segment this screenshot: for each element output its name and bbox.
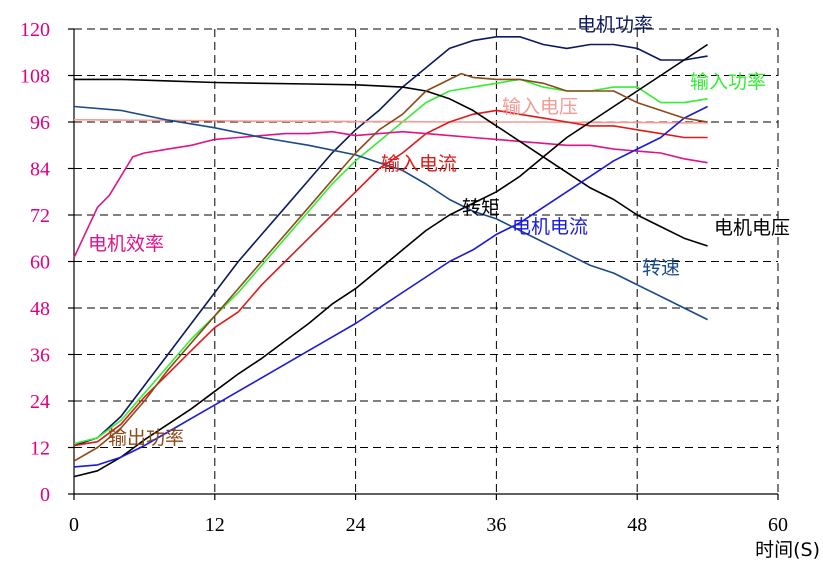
series-label: 转矩 <box>462 197 500 219</box>
series-line-9 <box>73 72 708 462</box>
series-label: 电机功率 <box>577 14 653 36</box>
x-tick-label: 36 <box>486 514 506 536</box>
y-tick-label: 36 <box>30 345 50 367</box>
series-label: 电机电流 <box>512 216 588 238</box>
series-label: 电机电压 <box>714 217 790 239</box>
y-tick-label: 72 <box>30 205 50 227</box>
series-line-8 <box>73 105 708 321</box>
x-tick-label: 12 <box>205 514 225 536</box>
series-label: 输入功率 <box>690 71 766 93</box>
series-label: 转速 <box>642 257 680 279</box>
series-line-4 <box>73 130 708 258</box>
series-label: 电机效率 <box>88 233 164 255</box>
y-tick-label: 48 <box>30 298 50 320</box>
y-tick-label: 120 <box>20 19 50 41</box>
x-tick-label: 60 <box>768 514 788 536</box>
y-tick-label: 84 <box>30 159 50 181</box>
x-axis-label: 时间(S) <box>755 539 820 561</box>
series-line-2 <box>73 118 708 124</box>
y-tick-label: 96 <box>30 112 50 134</box>
tick-labels: 0 12 24 36 48 60 0 12 24 36 48 60 72 84 96 108 120 <box>20 19 788 536</box>
y-tick-label: 12 <box>30 438 50 460</box>
series-line-3 <box>73 109 708 447</box>
series-line-7 <box>73 105 708 468</box>
y-tick-label: 24 <box>30 391 50 413</box>
x-tick-label: 24 <box>346 514 366 536</box>
grid <box>74 28 779 494</box>
series-line-0 <box>73 35 708 447</box>
series-label: 输入电流 <box>381 153 457 175</box>
series-lines <box>73 35 709 478</box>
y-tick-label: 108 <box>20 66 50 88</box>
series-line-5 <box>74 78 708 247</box>
y-tick-label: 60 <box>30 252 50 274</box>
series-label: 输出功率 <box>108 427 184 449</box>
y-tick-label: 0 <box>40 484 50 506</box>
series-line-6 <box>73 43 709 478</box>
x-tick-label: 0 <box>69 514 79 536</box>
series-label: 输入电压 <box>502 96 578 118</box>
series-line-1 <box>73 78 708 445</box>
x-tick-label: 48 <box>627 514 647 536</box>
